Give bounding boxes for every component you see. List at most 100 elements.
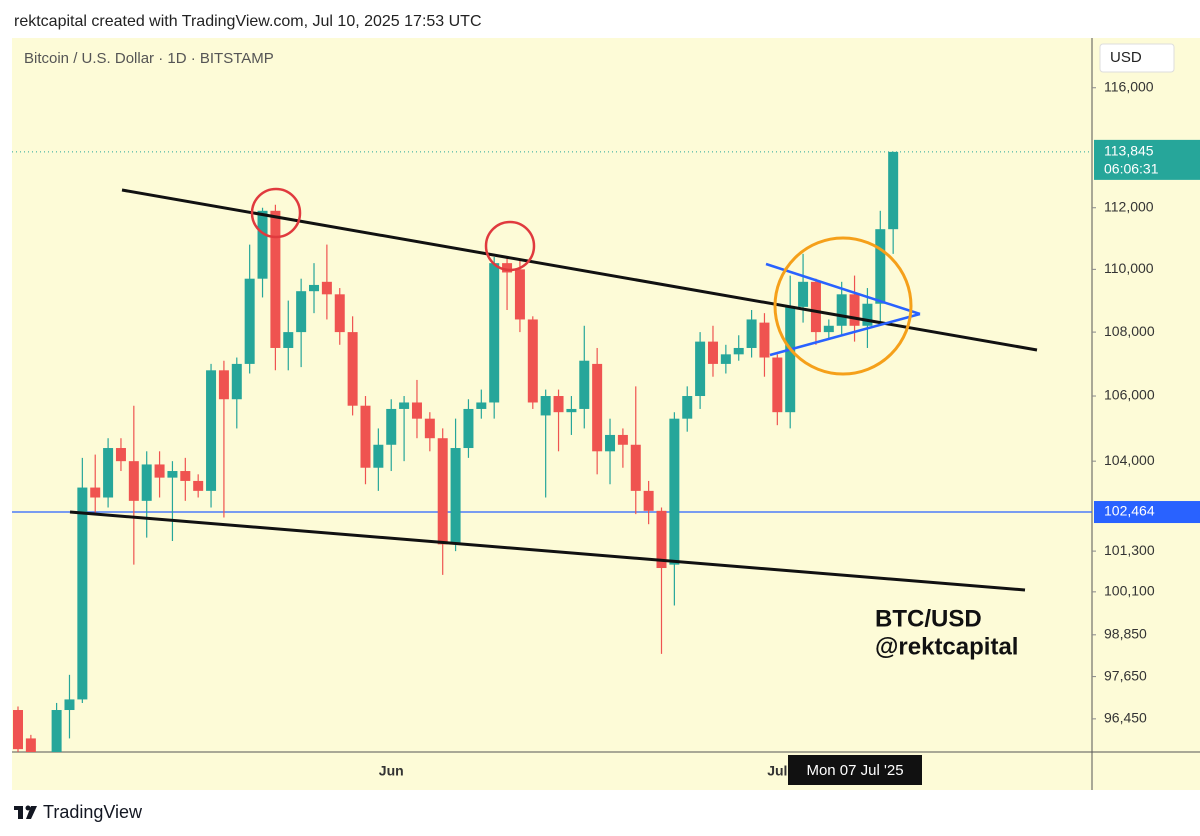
candle-body — [656, 510, 667, 569]
candle-body — [244, 278, 255, 364]
watermark: BTC/USD — [875, 605, 982, 632]
candle-body — [411, 402, 422, 419]
candle-body — [283, 332, 294, 348]
candle-body — [862, 303, 873, 326]
candle-body — [206, 370, 217, 491]
candle-body — [707, 341, 718, 364]
candle-body — [579, 360, 590, 409]
candle-body — [270, 210, 281, 348]
candle-body — [437, 438, 448, 545]
horizontal-line-label: 102,464 — [1104, 503, 1155, 519]
candle-body — [257, 210, 268, 279]
candle-body — [888, 151, 899, 230]
footer-brand: TradingView — [43, 802, 143, 822]
candle-body — [476, 402, 487, 409]
candle-body — [836, 294, 847, 326]
plot-area — [12, 151, 1092, 752]
candle-body — [424, 418, 435, 439]
candle-body — [463, 408, 474, 449]
candle-body — [695, 341, 706, 397]
candle-body — [566, 408, 577, 413]
y-tick-label: 100,100 — [1104, 583, 1155, 599]
currency-box — [1099, 43, 1175, 73]
y-tick-label: 112,000 — [1104, 198, 1154, 214]
candle-body — [514, 269, 525, 320]
candle-body — [682, 396, 693, 419]
candle-body — [553, 396, 564, 413]
candle-body — [450, 448, 461, 545]
drawings — [69, 187, 1038, 592]
candle-body — [13, 710, 23, 750]
candle-body — [167, 471, 178, 478]
candle-body — [875, 229, 886, 304]
candle-body — [733, 347, 744, 355]
candle-body — [347, 332, 358, 406]
candle-body — [128, 461, 139, 501]
candle-body — [296, 291, 307, 333]
watermark: @rektcapital — [875, 633, 1018, 660]
candle-body — [321, 281, 332, 295]
x-tick-label: Jul — [767, 763, 787, 779]
candle-body — [849, 294, 860, 326]
candle-body — [218, 370, 229, 400]
candle-body — [746, 319, 757, 348]
candle-body — [540, 396, 551, 416]
candle-body — [154, 464, 165, 478]
crosshair-label: Mon 07 Jul '25 — [806, 762, 903, 779]
candle-body — [334, 294, 345, 333]
y-tick-label: 110,000 — [1104, 260, 1154, 276]
candle-body — [617, 434, 628, 445]
price-axis: 96,450 97,650 98,850 100,100 101,300 104,000 1… — [1092, 78, 1200, 726]
candle-body — [231, 363, 242, 400]
y-tick-label: 116,000 — [1104, 78, 1154, 94]
candle-body — [90, 487, 101, 498]
price-label: 113,845 — [1104, 143, 1154, 159]
candle-body — [25, 738, 36, 752]
y-axis-label: USD — [1110, 49, 1142, 66]
candle-body — [489, 263, 500, 403]
y-tick-label: 96,450 — [1104, 710, 1147, 726]
candle-body — [193, 480, 204, 491]
highlight-circle — [773, 236, 913, 376]
candle-body — [64, 699, 75, 711]
candle-body — [51, 710, 62, 752]
candle-body — [605, 434, 616, 452]
candle-body — [103, 448, 114, 498]
candle-body — [115, 448, 126, 462]
candle-body — [810, 281, 821, 333]
candle-body — [669, 418, 680, 565]
y-tick-label: 98,850 — [1104, 626, 1147, 642]
symbol-title: Bitcoin / U.S. Dollar · 1D · BITSTAMP — [24, 50, 274, 67]
candle-body — [720, 354, 731, 364]
candle-body — [141, 464, 152, 501]
triangle-lower — [769, 312, 921, 357]
candle-body — [643, 490, 654, 511]
highlight-circle — [484, 220, 536, 272]
candle-body — [772, 357, 783, 413]
price-label-box — [1094, 139, 1200, 180]
candle-body — [527, 319, 538, 403]
triangle-upper — [765, 262, 921, 316]
candle-body — [785, 306, 796, 413]
candle-body — [798, 281, 809, 307]
candle-body — [180, 471, 191, 481]
horizontal-line-label-box — [1094, 501, 1200, 524]
candle-body — [399, 402, 410, 409]
y-tick-label: 101,300 — [1104, 542, 1155, 558]
candle-body — [502, 263, 513, 273]
y-tick-label: 106,000 — [1104, 387, 1155, 403]
candle-body — [77, 487, 88, 700]
crosshair-box — [788, 755, 922, 785]
lower-trendline — [69, 510, 1026, 592]
header-text: rektcapital created with TradingView.com… — [14, 13, 482, 30]
time-axis: Jun Jul — [379, 763, 788, 779]
y-tick-label: 108,000 — [1104, 323, 1155, 339]
highlight-circle — [250, 187, 302, 239]
x-tick-label: Jun — [379, 763, 404, 779]
candle-body — [373, 444, 384, 468]
tradingview-logo — [14, 805, 37, 819]
candle-body — [309, 284, 320, 292]
candle-body — [823, 325, 834, 333]
